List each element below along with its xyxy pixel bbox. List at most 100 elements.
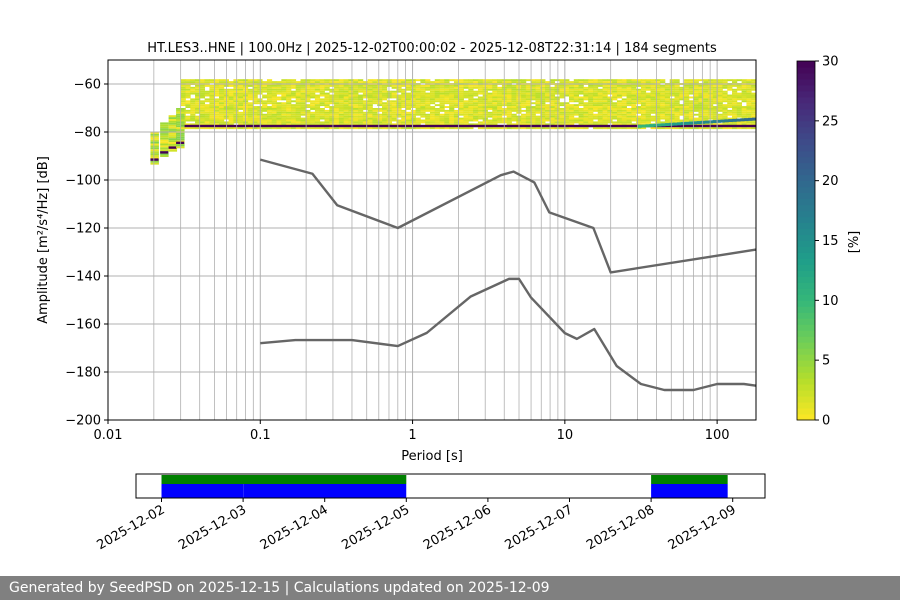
psd-onset-cell xyxy=(150,141,159,144)
psd-density-cell xyxy=(640,127,647,130)
psd-density-cell xyxy=(549,123,556,126)
psd-density-cell xyxy=(377,92,383,95)
psd-density-cell xyxy=(540,98,546,101)
psd-density-cell xyxy=(607,104,613,107)
psd-density-cell xyxy=(391,123,397,126)
psd-density-cell xyxy=(468,111,474,114)
psd-density-cell xyxy=(286,81,292,84)
psd-density-cell xyxy=(367,102,373,105)
psd-density-cell xyxy=(305,117,311,120)
psd-density-cell xyxy=(286,88,292,91)
psd-density-cell xyxy=(612,104,618,107)
psd-density-cell xyxy=(545,108,551,110)
psd-density-cell xyxy=(324,100,330,103)
psd-density-cell xyxy=(367,108,373,110)
psd-density-cell xyxy=(660,111,666,114)
psd-density-cell xyxy=(631,79,637,82)
psd-density-cell xyxy=(271,84,277,87)
psd-density-cell xyxy=(434,117,440,120)
colorbar-step xyxy=(797,138,815,146)
psd-density-cell xyxy=(238,94,244,97)
psd-density-cell xyxy=(497,92,503,95)
psd-onset-cell xyxy=(160,145,169,148)
psd-density-cell xyxy=(492,96,498,99)
psd-density-cell xyxy=(266,86,273,89)
psd-density-cell xyxy=(636,117,642,120)
psd-density-cell xyxy=(708,109,714,112)
psd-density-cell xyxy=(233,127,239,130)
psd-density-cell xyxy=(343,88,349,91)
psd-density-cell xyxy=(391,84,397,87)
psd-onset-cell xyxy=(150,153,159,156)
psd-density-cell xyxy=(367,94,373,97)
psd-density-cell xyxy=(679,106,685,108)
psd-density-cell xyxy=(636,100,642,103)
psd-density-cell xyxy=(214,108,220,110)
psd-density-cell xyxy=(338,81,345,84)
psd-density-cell xyxy=(468,100,474,103)
psd-density-cell xyxy=(382,96,388,99)
psd-density-cell xyxy=(588,100,594,103)
psd-density-cell xyxy=(190,127,196,130)
psd-density-cell xyxy=(386,123,393,126)
psd-density-cell xyxy=(497,121,503,124)
psd-density-cell xyxy=(343,98,349,101)
psd-density-cell xyxy=(612,98,618,101)
psd-density-cell xyxy=(281,127,287,130)
psd-density-cell xyxy=(214,121,220,124)
psd-density-cell xyxy=(473,86,479,89)
psd-density-cell xyxy=(329,115,335,118)
psd-density-cell xyxy=(621,117,627,120)
psd-density-cell xyxy=(199,113,206,116)
psd-density-cell xyxy=(228,81,234,84)
psd-density-cell xyxy=(506,108,512,110)
psd-density-cell xyxy=(655,119,661,122)
psd-density-cell xyxy=(545,117,551,120)
psd-density-cell xyxy=(602,108,608,110)
psd-density-cell xyxy=(343,94,349,97)
psd-density-cell xyxy=(195,94,201,97)
psd-density-cell xyxy=(453,111,460,114)
psd-density-cell xyxy=(722,104,728,107)
psd-density-cell xyxy=(314,98,321,101)
psd-density-cell xyxy=(487,88,493,91)
psd-density-cell xyxy=(300,96,306,99)
psd-density-cell xyxy=(660,96,666,99)
psd-density-cell xyxy=(664,100,671,103)
psd-density-cell xyxy=(650,108,656,110)
psd-density-cell xyxy=(401,113,407,116)
psd-density-cell xyxy=(511,123,517,126)
psd-density-cell xyxy=(348,92,354,95)
psd-density-cell xyxy=(401,111,407,114)
psd-density-cell xyxy=(338,127,345,130)
psd-density-cell xyxy=(238,106,244,108)
psd-density-cell xyxy=(477,104,484,107)
psd-density-cell xyxy=(463,113,469,116)
psd-density-cell xyxy=(631,90,637,93)
psd-density-cell xyxy=(477,79,484,82)
colorbar-step xyxy=(797,360,815,367)
psd-density-cell xyxy=(545,92,551,95)
psd-density-cell xyxy=(410,121,416,124)
psd-density-cell xyxy=(746,94,752,97)
psd-density-cell xyxy=(195,127,201,130)
psd-density-cell xyxy=(693,127,699,130)
psd-density-cell xyxy=(286,127,292,130)
psd-density-cell xyxy=(329,94,335,97)
psd-density-cell xyxy=(535,109,541,112)
psd-density-cell xyxy=(487,111,493,114)
psd-density-cell xyxy=(655,111,661,114)
psd-density-cell xyxy=(266,113,273,116)
psd-density-cell xyxy=(453,104,460,107)
psd-density-cell xyxy=(209,109,215,112)
psd-density-cell xyxy=(468,113,474,116)
x-tick-label: 0.01 xyxy=(94,428,123,443)
psd-density-cell xyxy=(420,98,426,101)
psd-density-cell xyxy=(564,127,570,130)
psd-density-cell xyxy=(487,121,493,124)
psd-tail-cell xyxy=(673,122,678,126)
psd-density-cell xyxy=(530,127,536,130)
psd-density-cell xyxy=(353,115,359,118)
psd-density-cell xyxy=(732,102,738,105)
psd-density-cell xyxy=(684,86,690,89)
